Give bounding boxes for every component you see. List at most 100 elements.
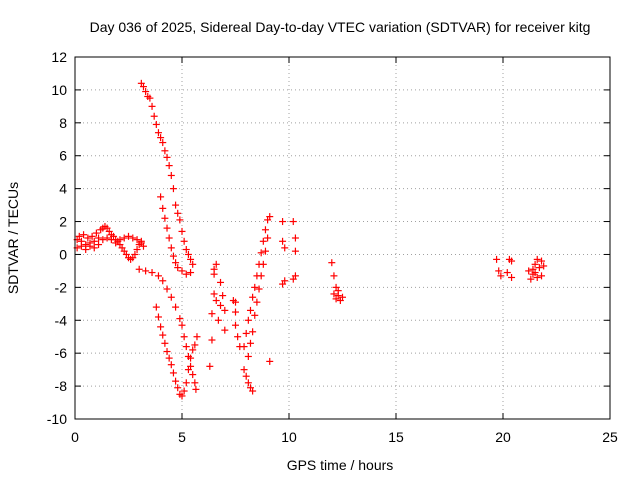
- data-point: [495, 267, 503, 275]
- x-tick-label: 5: [178, 429, 186, 445]
- y-tick-label: -6: [55, 345, 68, 361]
- data-point: [533, 273, 541, 281]
- data-point: [192, 385, 200, 393]
- data-point: [148, 269, 156, 277]
- x-tick-label: 20: [495, 429, 511, 445]
- data-point: [259, 260, 267, 268]
- data-point: [217, 301, 225, 309]
- data-point: [242, 329, 250, 337]
- data-point: [281, 244, 289, 252]
- data-point: [208, 336, 216, 344]
- data-point: [178, 227, 186, 235]
- data-point: [125, 232, 132, 240]
- data-point: [131, 250, 139, 258]
- data-point: [161, 147, 169, 155]
- data-point: [244, 352, 252, 360]
- data-point: [165, 354, 173, 362]
- data-point: [152, 303, 160, 311]
- data-point: [82, 246, 90, 254]
- series-cluster-21.5h: [525, 255, 548, 283]
- data-point: [253, 298, 261, 306]
- data-point: [174, 264, 182, 272]
- data-point: [169, 369, 177, 377]
- data-point: [133, 236, 141, 244]
- data-point: [508, 273, 516, 281]
- data-point: [174, 384, 182, 392]
- data-point: [172, 303, 180, 311]
- data-point: [249, 387, 257, 395]
- data-point: [289, 218, 297, 226]
- data-point: [232, 308, 239, 316]
- data-point: [244, 316, 252, 324]
- x-axis-label: GPS time / hours: [287, 457, 394, 473]
- data-point: [92, 229, 100, 237]
- data-point: [531, 269, 539, 277]
- data-point: [221, 326, 229, 334]
- data-point: [251, 283, 259, 291]
- data-point: [182, 379, 190, 387]
- data-point: [95, 241, 103, 249]
- data-point: [328, 259, 336, 267]
- data-point: [154, 129, 162, 137]
- data-point: [527, 275, 535, 283]
- data-point: [172, 259, 180, 267]
- data-point: [234, 333, 242, 341]
- data-point: [161, 339, 169, 347]
- data-point: [212, 260, 220, 268]
- x-tick-label: 0: [71, 429, 79, 445]
- data-point: [255, 285, 263, 293]
- data-point: [538, 272, 546, 280]
- data-point: [246, 339, 254, 347]
- data-point: [249, 293, 257, 301]
- data-point: [161, 214, 169, 222]
- data-point: [80, 231, 88, 239]
- data-point: [112, 239, 120, 247]
- data-point: [146, 94, 154, 102]
- series-cluster-10h: [279, 218, 299, 288]
- y-tick-label: -2: [55, 279, 68, 295]
- data-point: [86, 242, 94, 250]
- data-point: [291, 234, 299, 242]
- y-tick-label: -8: [55, 378, 68, 394]
- data-point: [159, 139, 167, 147]
- data-point: [232, 298, 239, 306]
- data-point: [167, 361, 175, 369]
- data-point: [189, 260, 197, 268]
- data-point: [174, 209, 182, 217]
- data-point: [88, 232, 96, 240]
- y-tick-label: 10: [51, 82, 67, 98]
- data-point: [291, 247, 299, 255]
- data-point: [148, 102, 156, 110]
- data-point: [178, 321, 186, 329]
- data-point: [208, 310, 216, 318]
- data-point: [75, 232, 83, 240]
- data-point: [187, 354, 195, 362]
- data-point: [531, 260, 539, 268]
- data-point: [178, 267, 186, 275]
- data-point: [176, 216, 184, 224]
- data-point: [184, 250, 192, 258]
- data-point: [159, 331, 167, 339]
- data-point: [257, 249, 265, 257]
- data-point: [157, 323, 165, 331]
- data-point: [182, 343, 190, 351]
- data-point: [182, 270, 190, 278]
- data-point: [139, 83, 147, 91]
- data-point: [184, 366, 192, 374]
- data-point: [525, 267, 533, 275]
- y-tick-label: 6: [59, 148, 67, 164]
- data-point: [266, 357, 274, 365]
- data-point: [189, 346, 197, 354]
- data-point: [330, 272, 338, 280]
- data-point: [90, 237, 98, 245]
- data-point: [193, 333, 201, 341]
- data-point: [535, 264, 543, 272]
- data-point: [210, 290, 218, 298]
- data-point: [103, 234, 111, 242]
- data-point: [77, 242, 85, 250]
- y-tick-label: 12: [51, 49, 67, 65]
- data-point: [289, 275, 297, 283]
- data-point: [99, 236, 107, 244]
- data-point: [180, 333, 188, 341]
